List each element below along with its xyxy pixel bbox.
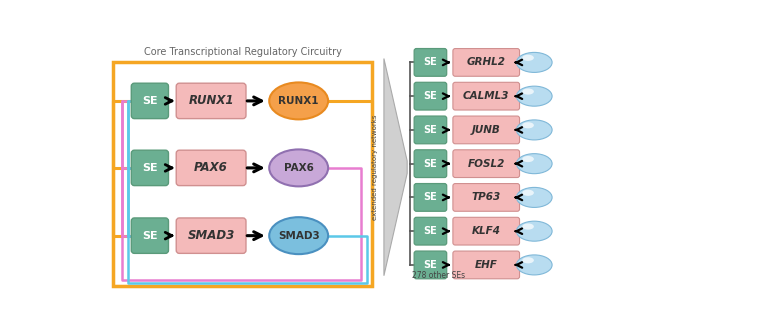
Ellipse shape [516, 255, 552, 275]
Polygon shape [384, 58, 407, 276]
FancyBboxPatch shape [414, 48, 447, 76]
Ellipse shape [522, 190, 534, 196]
Text: RUNX1: RUNX1 [278, 96, 319, 106]
Text: SE: SE [424, 91, 438, 101]
FancyBboxPatch shape [453, 82, 519, 110]
Text: SE: SE [424, 57, 438, 67]
Ellipse shape [522, 55, 534, 61]
Ellipse shape [516, 221, 552, 241]
FancyBboxPatch shape [453, 184, 519, 211]
FancyBboxPatch shape [132, 150, 168, 186]
Text: SE: SE [142, 163, 158, 173]
FancyBboxPatch shape [176, 150, 246, 186]
Ellipse shape [269, 217, 328, 254]
FancyBboxPatch shape [414, 217, 447, 245]
FancyBboxPatch shape [414, 82, 447, 110]
Text: SE: SE [424, 192, 438, 202]
FancyBboxPatch shape [176, 218, 246, 254]
Text: TP63: TP63 [471, 192, 501, 202]
Ellipse shape [522, 257, 534, 264]
Ellipse shape [516, 52, 552, 72]
Text: SMAD3: SMAD3 [278, 231, 320, 241]
FancyBboxPatch shape [453, 217, 519, 245]
Ellipse shape [522, 122, 534, 128]
Text: 278 other SEs: 278 other SEs [412, 271, 465, 280]
Ellipse shape [516, 86, 552, 106]
Text: Core Transcriptional Regulatory Circuitry: Core Transcriptional Regulatory Circuitr… [144, 47, 342, 57]
Text: CALML3: CALML3 [463, 91, 509, 101]
Ellipse shape [522, 89, 534, 95]
FancyBboxPatch shape [453, 48, 519, 76]
Text: extended regulatory networks: extended regulatory networks [372, 114, 378, 220]
FancyBboxPatch shape [132, 218, 168, 254]
Text: EHF: EHF [475, 260, 498, 270]
FancyBboxPatch shape [453, 116, 519, 144]
Text: SE: SE [142, 231, 158, 241]
Text: PAX6: PAX6 [194, 161, 228, 174]
Ellipse shape [269, 82, 328, 119]
FancyBboxPatch shape [414, 251, 447, 279]
FancyBboxPatch shape [132, 83, 168, 119]
Ellipse shape [522, 223, 534, 230]
Text: RUNX1: RUNX1 [188, 95, 234, 108]
FancyBboxPatch shape [453, 251, 519, 279]
Text: SMAD3: SMAD3 [187, 229, 235, 242]
Text: PAX6: PAX6 [284, 163, 314, 173]
Text: SE: SE [424, 260, 438, 270]
Ellipse shape [516, 120, 552, 140]
FancyBboxPatch shape [453, 150, 519, 178]
Text: FOSL2: FOSL2 [467, 159, 505, 169]
FancyBboxPatch shape [176, 83, 246, 119]
FancyBboxPatch shape [414, 184, 447, 211]
Ellipse shape [516, 187, 552, 207]
Ellipse shape [516, 154, 552, 174]
Text: SE: SE [424, 159, 438, 169]
Text: KLF4: KLF4 [472, 226, 501, 236]
Text: JUNB: JUNB [472, 125, 500, 135]
Text: SE: SE [424, 125, 438, 135]
FancyBboxPatch shape [414, 150, 447, 178]
Text: SE: SE [142, 96, 158, 106]
Ellipse shape [522, 156, 534, 162]
Text: SE: SE [424, 226, 438, 236]
FancyBboxPatch shape [414, 116, 447, 144]
Ellipse shape [269, 149, 328, 186]
Text: GRHL2: GRHL2 [467, 57, 506, 67]
